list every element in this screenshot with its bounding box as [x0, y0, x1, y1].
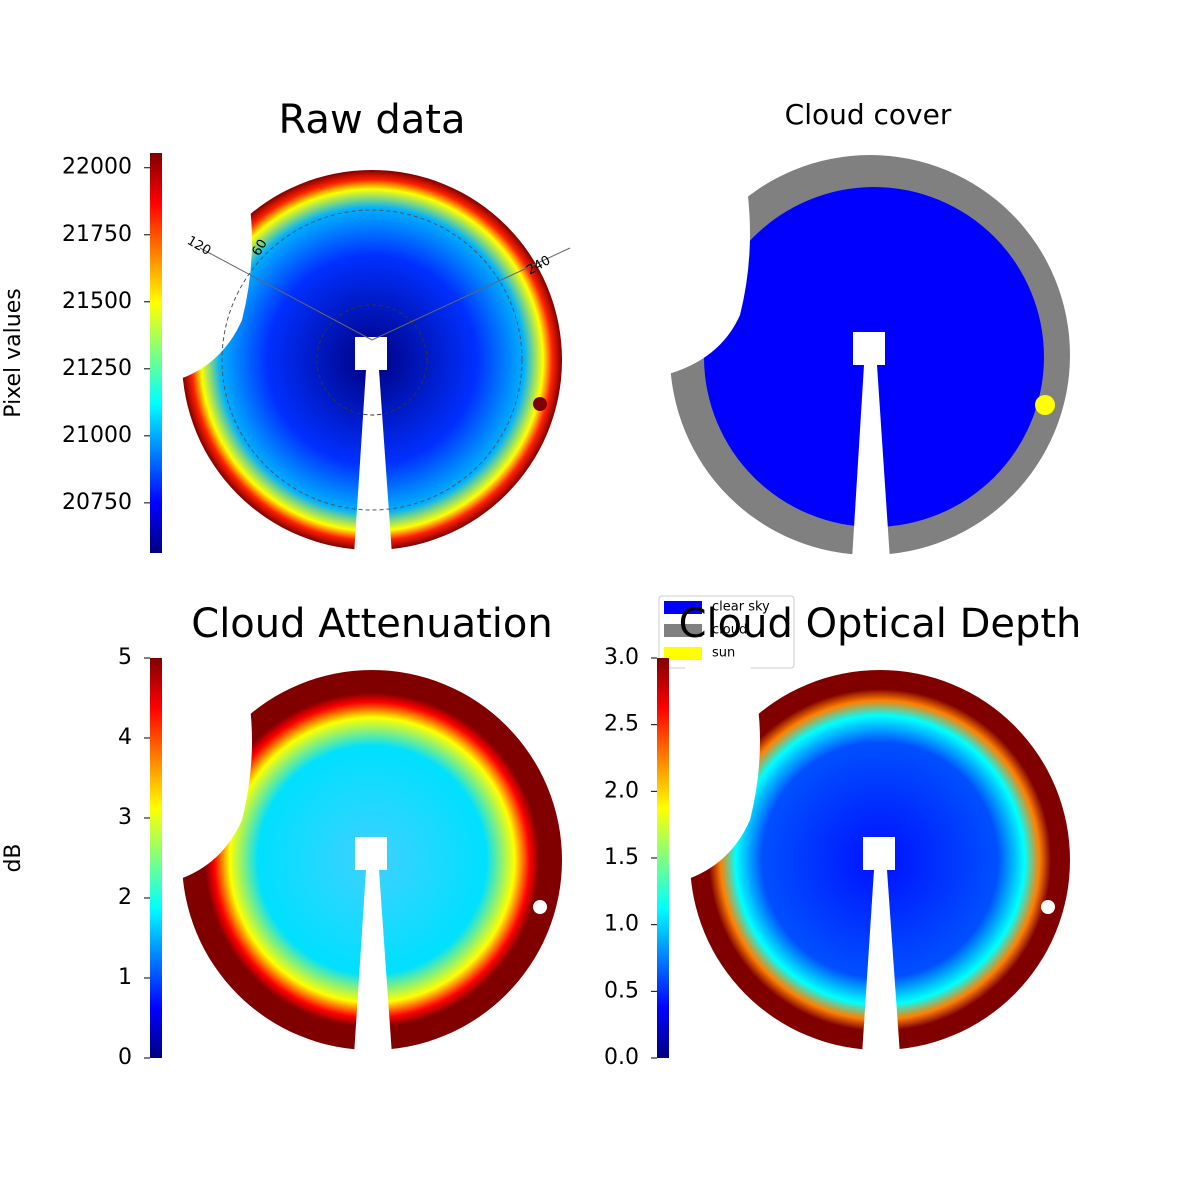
legend-label: cloud [712, 623, 747, 638]
tower [862, 837, 900, 1055]
sun-spot [1041, 900, 1055, 914]
colorbar-tick-label: 21250 [62, 356, 132, 381]
legend-swatch [664, 601, 702, 614]
panel-title: Cloud Attenuation [191, 601, 552, 647]
colorbar-tick-label: 1 [118, 965, 132, 990]
colorbar-tick-label: 22000 [62, 155, 132, 180]
colorbar [657, 658, 669, 1058]
polar-ray [371, 247, 571, 341]
occlusion [177, 665, 252, 880]
legend-swatch [664, 624, 702, 637]
colorbar-tick-label: 21000 [62, 423, 132, 448]
sun-spot [533, 397, 547, 411]
sun [1035, 395, 1055, 415]
colorbar-tick-label: 20750 [62, 490, 132, 515]
polar-ray [199, 247, 373, 341]
colorbar-tick-label: 2 [118, 885, 132, 910]
occlusion [685, 665, 760, 880]
panel: Cloud Attenuation 0 1 2 3 4 5 dB [1, 601, 562, 1070]
legend-label: sun [712, 646, 735, 661]
colorbar-tick-label: 5 [118, 645, 132, 670]
colorbar-tick-label: 4 [118, 725, 132, 750]
panel: Cloud cover [665, 98, 1070, 560]
polar-label: 60 [250, 237, 271, 259]
panel-title: Cloud Optical Depth [679, 601, 1082, 647]
colorbar [150, 153, 162, 553]
colorbar-tick-label: 2.5 [604, 712, 639, 737]
colorbar-tick-label: 21500 [62, 289, 132, 314]
tower [354, 337, 392, 555]
polar-circle [221, 209, 523, 511]
colorbar-label: dB [1, 843, 26, 872]
colorbar-tick-label: 21750 [62, 222, 132, 247]
tower [354, 837, 392, 1055]
legend-swatch [664, 647, 702, 660]
tower [852, 332, 890, 560]
colorbar-tick-label: 3.0 [604, 645, 639, 670]
colorbar-tick-label: 3 [118, 805, 132, 830]
colorbar-tick-label: 1.0 [604, 912, 639, 937]
legend-label: clear sky [712, 600, 770, 615]
occlusion [177, 165, 252, 380]
colorbar [150, 658, 162, 1058]
colorbar-tick-label: 1.5 [604, 845, 639, 870]
occlusion [665, 150, 750, 375]
panel: Cloud Optical Depth 0.0 0.5 1.0 1.5 2.0 2.5 3.0 [604, 601, 1081, 1070]
legend: clear sky cloud sun [658, 595, 795, 669]
polar-circle [316, 304, 428, 416]
colorbar-tick-label: 0 [118, 1045, 132, 1070]
panel-title: Cloud cover [785, 98, 952, 131]
colorbar-label: Pixel values [1, 288, 26, 417]
colorbar-tick-label: 2.0 [604, 778, 639, 803]
sun-spot [533, 900, 547, 914]
panel-title: Raw data [279, 97, 466, 143]
colorbar-tick-label: 0.0 [604, 1045, 639, 1070]
colorbar-tick-label: 0.5 [604, 978, 639, 1003]
